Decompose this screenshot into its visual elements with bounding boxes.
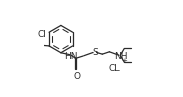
- Text: Cl: Cl: [109, 64, 118, 73]
- Text: HN: HN: [64, 52, 78, 61]
- Text: O: O: [73, 72, 80, 81]
- Text: S: S: [92, 48, 98, 57]
- Text: +: +: [121, 58, 127, 64]
- Text: −: −: [113, 66, 119, 75]
- Text: Cl: Cl: [38, 30, 47, 39]
- Text: NH: NH: [114, 52, 127, 61]
